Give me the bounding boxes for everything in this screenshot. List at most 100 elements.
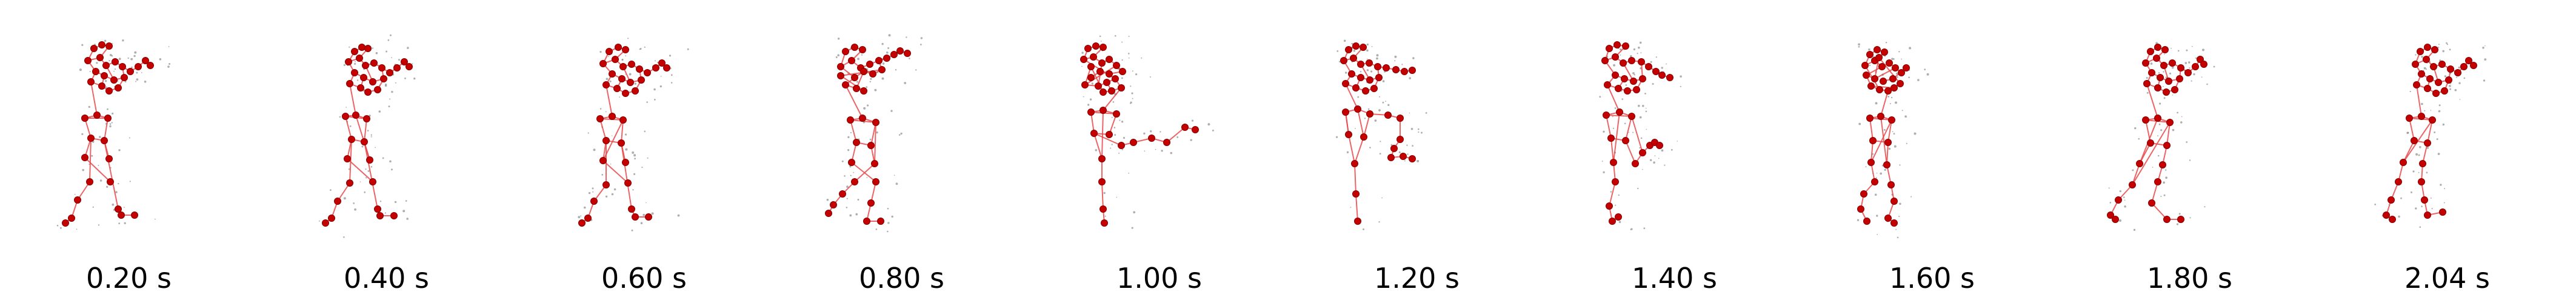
trace-dot xyxy=(1639,116,1642,119)
skeleton-figure-5 xyxy=(1080,35,1214,229)
trace-dot xyxy=(159,58,162,61)
trace-dot xyxy=(1376,57,1378,60)
trace-dot xyxy=(379,201,382,202)
head-keypoint xyxy=(2445,76,2452,84)
head-keypoint xyxy=(2157,74,2164,81)
trace-dot xyxy=(2421,205,2423,207)
body-keypoint xyxy=(1148,135,1155,142)
head-keypoint xyxy=(1106,56,1113,63)
body-keypoint xyxy=(1106,131,1113,138)
pose-frame-9: 1.80 s xyxy=(2061,0,2318,303)
trace-dot xyxy=(606,78,609,81)
trace-dot xyxy=(2444,188,2446,190)
trace-dot xyxy=(593,148,596,152)
trace-dot xyxy=(129,181,131,182)
trace-dot xyxy=(2160,196,2162,198)
trace-dot xyxy=(1394,55,1397,58)
trace-dot xyxy=(1888,147,1891,150)
head-keypoint xyxy=(860,87,867,95)
limb-bone xyxy=(1625,116,1632,141)
trace-dot xyxy=(2438,44,2440,45)
trace-dot xyxy=(1630,228,1633,230)
body-keypoint xyxy=(2395,178,2402,185)
body-keypoint xyxy=(376,212,384,219)
limb-bone xyxy=(345,116,352,140)
limb-bone xyxy=(2151,181,2158,204)
trace-dot xyxy=(2189,217,2191,219)
trace-dot xyxy=(920,37,923,39)
trace-dot xyxy=(2446,42,2448,44)
trace-dot xyxy=(1901,58,1903,60)
trace-dot xyxy=(2430,110,2432,111)
trace-dot xyxy=(1654,155,1656,156)
trace-dot xyxy=(361,145,364,148)
trace-dot xyxy=(2440,184,2442,186)
trace-dot xyxy=(1661,149,1664,152)
body-keypoint xyxy=(81,154,88,161)
trace-dot xyxy=(1904,115,1907,118)
trace-dot xyxy=(888,34,891,37)
trace-dot xyxy=(387,39,390,41)
head-keypoint xyxy=(1884,87,1892,95)
trace-dot xyxy=(1115,35,1116,37)
head-keypoint xyxy=(351,48,358,55)
neck-bone xyxy=(1880,90,1889,117)
trace-dot xyxy=(1131,227,1133,229)
trace-dot xyxy=(330,189,332,191)
body-keypoint xyxy=(1869,137,1877,144)
trace-dot xyxy=(1645,110,1647,113)
head-keypoint xyxy=(2431,46,2438,53)
body-keypoint xyxy=(1622,137,1629,144)
neck-bone xyxy=(90,81,98,116)
trace-dot xyxy=(1379,153,1381,155)
trace-dot xyxy=(1906,142,1907,144)
head-keypoint xyxy=(842,48,849,55)
trace-dot xyxy=(633,173,636,175)
trace-dot xyxy=(76,228,78,230)
head-keypoint xyxy=(1370,85,1378,92)
limb-bone xyxy=(2151,202,2167,220)
trace-dot xyxy=(1872,153,1874,155)
trace-dot xyxy=(2443,202,2445,204)
trace-dot xyxy=(375,147,376,148)
head-keypoint xyxy=(102,62,110,69)
head-keypoint xyxy=(1090,53,1097,61)
trace-dot xyxy=(2152,167,2154,168)
head-keypoint xyxy=(1401,68,1408,75)
trace-dot xyxy=(391,90,393,93)
trace-dot xyxy=(2436,138,2438,141)
trace-dot xyxy=(389,98,391,100)
body-keypoint xyxy=(1632,160,1639,167)
body-keypoint xyxy=(348,136,355,143)
body-keypoint xyxy=(839,190,846,198)
trace-dot xyxy=(847,149,850,152)
trace-dot xyxy=(2419,226,2421,228)
trace-dot xyxy=(2172,95,2174,96)
trace-dot xyxy=(891,215,893,218)
trace-dot xyxy=(660,76,662,77)
trace-dot xyxy=(1901,110,1903,112)
trace-dot xyxy=(1638,46,1640,49)
trace-dot xyxy=(109,123,112,125)
trace-dot xyxy=(1095,149,1098,152)
head-keypoint xyxy=(119,63,126,70)
trace-dot xyxy=(2193,73,2195,76)
limb-bone xyxy=(1886,142,1889,165)
head-keypoint xyxy=(1621,75,1628,82)
head-keypoint xyxy=(1615,85,1622,92)
trace-dot xyxy=(2434,131,2436,133)
trace-dot xyxy=(1387,104,1390,106)
trace-dot xyxy=(372,47,374,49)
skeleton-figure-10 xyxy=(2374,42,2487,228)
trace-dot xyxy=(135,81,137,82)
trace-dot xyxy=(1898,51,1900,53)
trace-dot xyxy=(1346,151,1349,153)
head-keypoint xyxy=(2447,65,2454,73)
body-keypoint xyxy=(1130,139,1137,146)
body-keypoint xyxy=(1639,149,1646,156)
head-keypoint xyxy=(837,63,844,70)
trace-dot xyxy=(1897,236,1899,239)
trace-dot xyxy=(56,224,59,227)
trace-dot xyxy=(91,155,93,157)
trace-dot xyxy=(348,168,350,170)
